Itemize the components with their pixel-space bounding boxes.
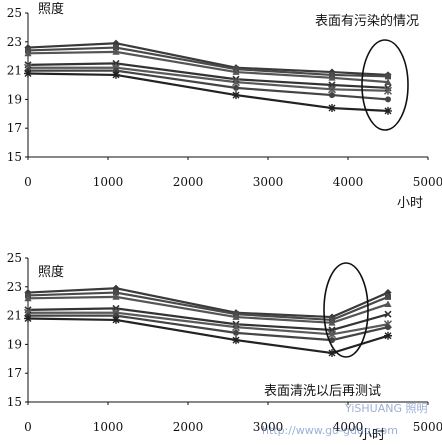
annotation-ellipse [361, 39, 409, 131]
plus-marker [112, 315, 120, 324]
y-tick-label: 15 [7, 395, 22, 409]
watermark-url: http://www.go-gddq.com [262, 424, 398, 437]
plus-marker [24, 69, 32, 78]
plus-marker [112, 70, 120, 79]
plus-marker [232, 336, 240, 345]
circle-marker [233, 84, 239, 91]
star-marker [327, 330, 337, 339]
triangle-marker [328, 74, 336, 81]
triangle-marker [24, 49, 32, 57]
triangle-marker [112, 293, 120, 300]
circle-marker [329, 92, 335, 99]
y-axis-label: 照度 [38, 264, 64, 280]
star-marker [327, 85, 337, 94]
watermark: YiSHUANG 照明 http://www.go-gddq.com [262, 402, 427, 437]
circle-marker [113, 67, 119, 74]
y-tick-label: 25 [7, 6, 22, 20]
x-tick-label: 1000 [93, 420, 124, 434]
x-tick-label: 5000 [413, 175, 442, 189]
triangle-marker [384, 300, 392, 307]
star-marker [231, 323, 241, 332]
triangle-marker [24, 294, 32, 302]
circle-marker [233, 329, 239, 336]
triangle-marker [232, 313, 240, 320]
plus-marker [24, 314, 32, 323]
y-tick-label: 21 [7, 64, 22, 78]
x-tick-label: 1000 [93, 175, 124, 189]
plus-marker [328, 349, 336, 358]
x-tick-label: 2000 [173, 175, 204, 189]
triangle-marker [232, 68, 240, 75]
square-marker [385, 293, 391, 300]
plus-marker [328, 104, 336, 113]
triangle-marker [328, 319, 336, 326]
x-tick-label: 2000 [173, 420, 204, 434]
x-axis-label: 小时 [359, 428, 385, 443]
y-tick-label: 19 [7, 337, 22, 351]
square-marker [113, 289, 119, 296]
plus-marker [384, 331, 392, 340]
square-marker [113, 44, 119, 51]
x-tick-label: 5000 [413, 420, 442, 434]
watermark-brand: YiSHUANG 照明 [344, 402, 427, 415]
star-marker [383, 86, 393, 95]
annotation-text: 表面有污染的情况 [315, 13, 419, 29]
x-tick-label: 4000 [333, 175, 364, 189]
y-tick-label: 23 [7, 35, 22, 49]
triangle-marker [112, 48, 120, 55]
annotation-ellipse [323, 262, 369, 358]
triangle-marker [384, 78, 392, 85]
circle-marker [385, 324, 391, 331]
annotation-text: 表面清洗以后再测试 [264, 384, 381, 399]
y-tick-label: 17 [7, 366, 22, 380]
circle-marker [385, 96, 391, 103]
x-tick-label: 0 [24, 420, 32, 434]
y-tick-label: 25 [7, 251, 22, 265]
y-tick-label: 17 [7, 121, 22, 135]
x-tick-label: 3000 [253, 420, 284, 434]
y-tick-label: 19 [7, 92, 22, 106]
star-marker [231, 78, 241, 87]
square-marker [385, 73, 391, 80]
y-tick-label: 15 [7, 150, 22, 164]
x-tick-label: 3000 [253, 175, 284, 189]
plus-marker [232, 91, 240, 100]
diamond-marker [112, 284, 120, 292]
y-axis-label: 照度 [38, 1, 64, 17]
x-tick-label: 0 [24, 175, 32, 189]
diamond-marker [112, 39, 120, 47]
plus-marker [384, 106, 392, 115]
y-tick-label: 21 [7, 309, 22, 323]
x-tick-label: 4000 [333, 420, 364, 434]
y-tick-label: 23 [7, 280, 22, 294]
x-marker [384, 310, 392, 318]
circle-marker [113, 312, 119, 319]
x-axis-label: 小时 [397, 196, 423, 211]
